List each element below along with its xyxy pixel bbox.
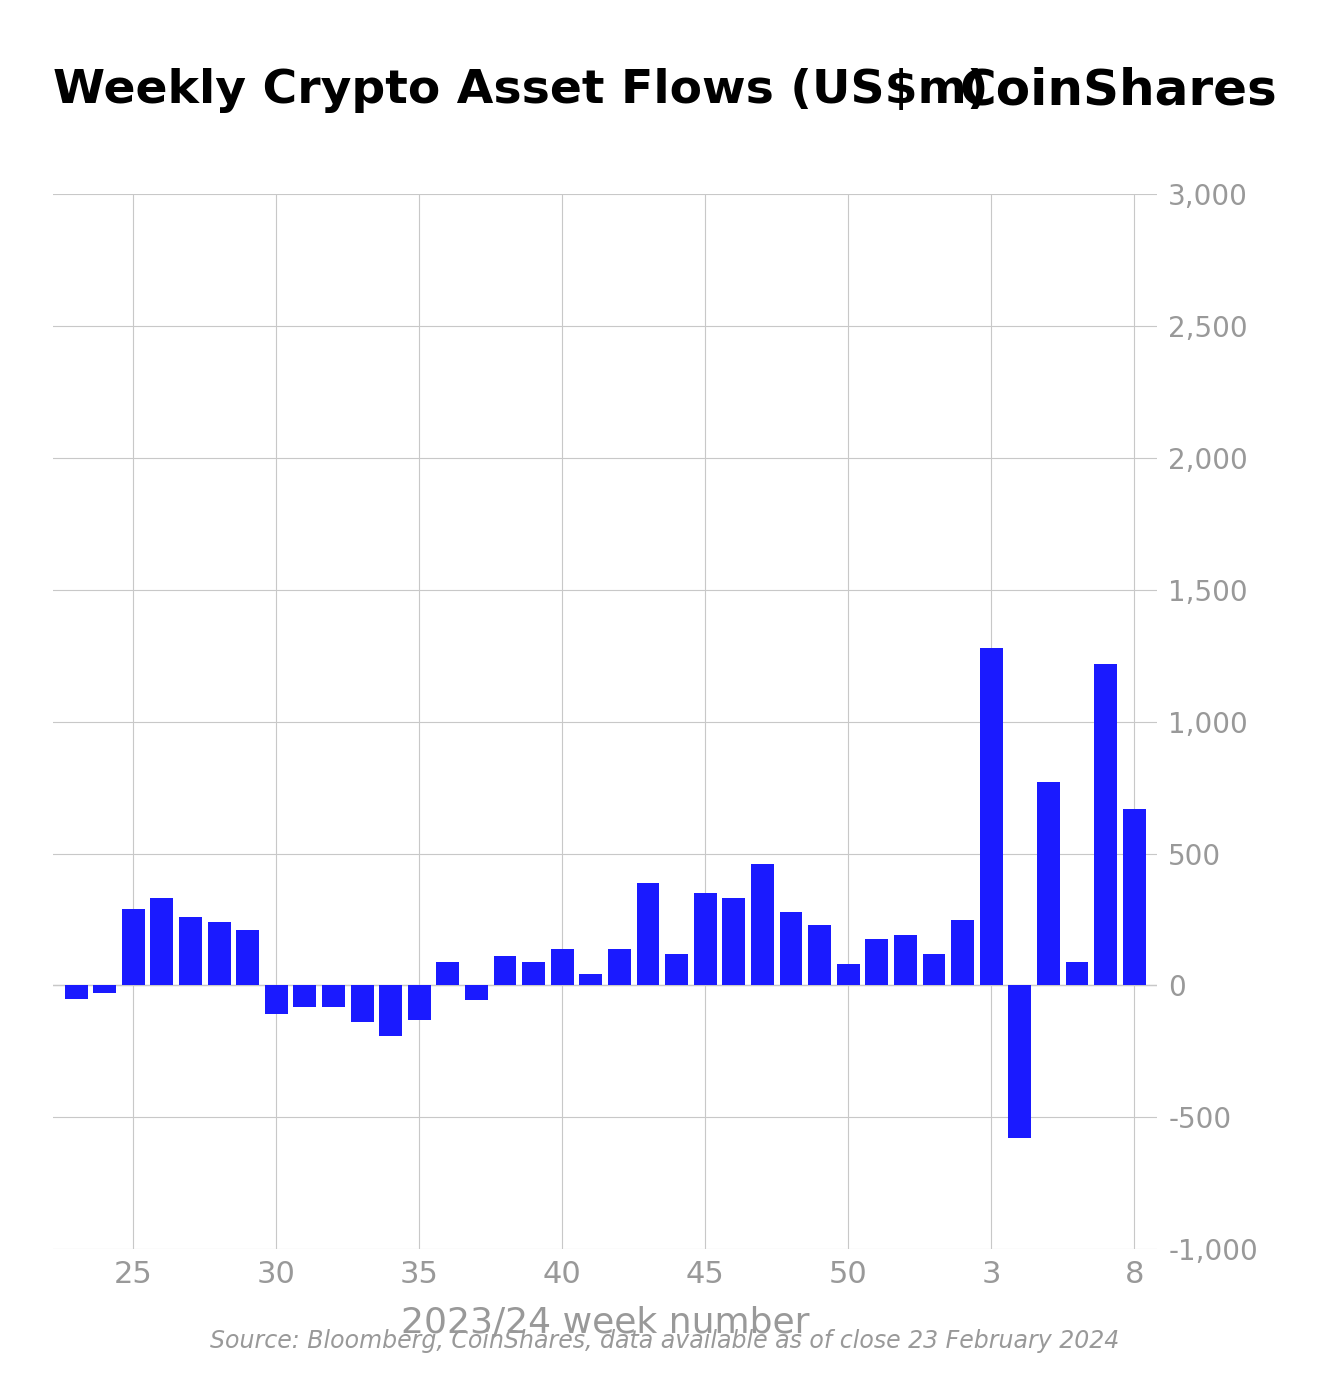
Bar	[694, 894, 717, 985]
Bar	[866, 940, 888, 985]
Bar	[436, 962, 459, 985]
Bar	[580, 973, 602, 985]
Bar	[379, 985, 402, 1035]
Bar	[809, 924, 831, 985]
Bar	[551, 948, 573, 985]
Bar	[493, 956, 516, 985]
Bar	[408, 985, 431, 1020]
Bar	[1123, 809, 1145, 985]
Bar	[751, 865, 774, 985]
Bar	[980, 648, 1003, 985]
Bar	[722, 898, 745, 985]
Bar	[637, 883, 660, 985]
Bar	[294, 985, 317, 1006]
Bar	[237, 930, 259, 985]
Bar	[180, 917, 202, 985]
Bar	[122, 909, 145, 985]
Bar	[65, 985, 88, 999]
Bar	[1095, 663, 1117, 985]
Bar	[837, 965, 859, 985]
Text: CoinShares: CoinShares	[959, 67, 1277, 114]
Bar	[150, 898, 173, 985]
Bar	[207, 922, 230, 985]
Bar	[923, 954, 946, 985]
Bar	[322, 985, 344, 1006]
Bar	[93, 985, 116, 994]
Bar	[608, 948, 630, 985]
Text: Weekly Crypto Asset Flows (US$m): Weekly Crypto Asset Flows (US$m)	[53, 68, 988, 112]
Bar	[465, 985, 488, 999]
Bar	[951, 919, 974, 985]
Bar	[523, 962, 545, 985]
Bar	[1037, 783, 1060, 985]
Bar	[1008, 985, 1031, 1138]
Bar	[665, 954, 688, 985]
Bar	[265, 985, 287, 1015]
Text: Source: Bloomberg, CoinShares, data available as of close 23 February 2024: Source: Bloomberg, CoinShares, data avai…	[210, 1330, 1120, 1353]
Bar	[894, 936, 916, 985]
X-axis label: 2023/24 week number: 2023/24 week number	[400, 1306, 810, 1339]
Bar	[779, 912, 802, 985]
Bar	[1065, 962, 1088, 985]
Bar	[351, 985, 374, 1023]
